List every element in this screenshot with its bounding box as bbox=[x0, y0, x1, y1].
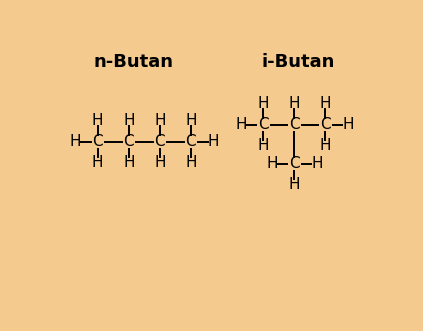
Text: C: C bbox=[124, 134, 134, 149]
Text: H: H bbox=[185, 113, 197, 128]
Text: n-Butan: n-Butan bbox=[94, 53, 174, 71]
Text: H: H bbox=[69, 134, 81, 149]
Text: H: H bbox=[92, 113, 104, 128]
Text: H: H bbox=[123, 113, 135, 128]
Text: H: H bbox=[208, 134, 219, 149]
Text: C: C bbox=[289, 117, 300, 132]
Text: H: H bbox=[154, 113, 165, 128]
Text: C: C bbox=[154, 134, 165, 149]
Text: H: H bbox=[311, 156, 323, 171]
Text: H: H bbox=[258, 138, 269, 153]
Text: H: H bbox=[235, 117, 247, 132]
Text: H: H bbox=[320, 96, 331, 111]
Text: H: H bbox=[154, 155, 165, 170]
Text: i-Butan: i-Butan bbox=[261, 53, 335, 71]
Text: C: C bbox=[289, 156, 300, 171]
Text: C: C bbox=[320, 117, 331, 132]
Text: H: H bbox=[342, 117, 354, 132]
Text: H: H bbox=[320, 138, 331, 153]
Text: H: H bbox=[185, 155, 197, 170]
Text: H: H bbox=[288, 177, 300, 192]
Text: C: C bbox=[186, 134, 196, 149]
Text: H: H bbox=[123, 155, 135, 170]
Text: H: H bbox=[288, 96, 300, 111]
Text: C: C bbox=[92, 134, 103, 149]
Text: H: H bbox=[258, 96, 269, 111]
Text: H: H bbox=[92, 155, 104, 170]
Text: C: C bbox=[258, 117, 269, 132]
Text: H: H bbox=[266, 156, 278, 171]
